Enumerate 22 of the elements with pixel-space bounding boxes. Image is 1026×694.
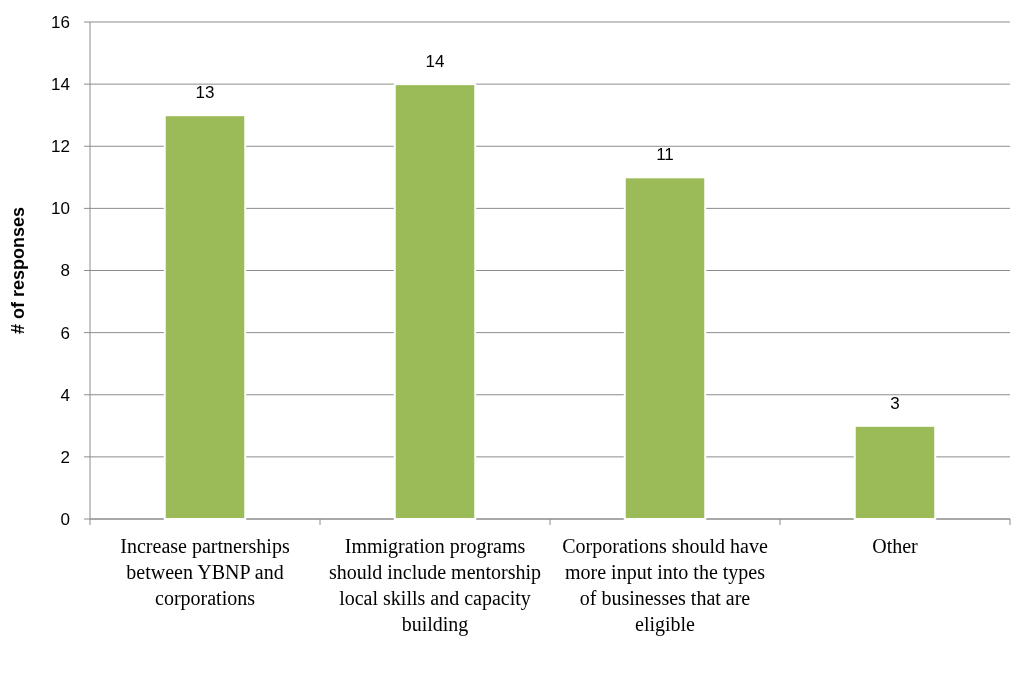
data-label: 13 bbox=[195, 83, 215, 103]
x-tick-label: Increase partnerships between YBNP and corporations bbox=[120, 535, 290, 610]
y-tick-label: 0 bbox=[60, 509, 70, 529]
y-axis-title: # of responses bbox=[8, 206, 28, 335]
bar bbox=[853, 424, 937, 520]
bar bbox=[163, 114, 247, 520]
bar bbox=[393, 83, 477, 520]
x-tick-label: Other bbox=[872, 535, 919, 557]
y-tick-label: 12 bbox=[51, 137, 70, 157]
bar bbox=[623, 176, 707, 520]
y-tick-label: 8 bbox=[60, 261, 70, 281]
y-tick-label: 2 bbox=[60, 447, 70, 467]
y-tick-label: 4 bbox=[60, 385, 70, 405]
data-label: 11 bbox=[656, 145, 674, 165]
y-tick-label: 14 bbox=[51, 75, 70, 95]
y-tick-label: 10 bbox=[51, 199, 70, 219]
y-tick-label: 6 bbox=[60, 323, 70, 343]
x-tick-label: Immigration programs should include mentorship local skills and capacity building bbox=[328, 535, 542, 636]
x-tick-label: Corporations should have more input into the types of businesses that are eligible bbox=[562, 535, 768, 636]
data-label: 14 bbox=[425, 52, 445, 72]
y-tick-label: 16 bbox=[51, 12, 70, 32]
data-label: 3 bbox=[890, 393, 900, 413]
